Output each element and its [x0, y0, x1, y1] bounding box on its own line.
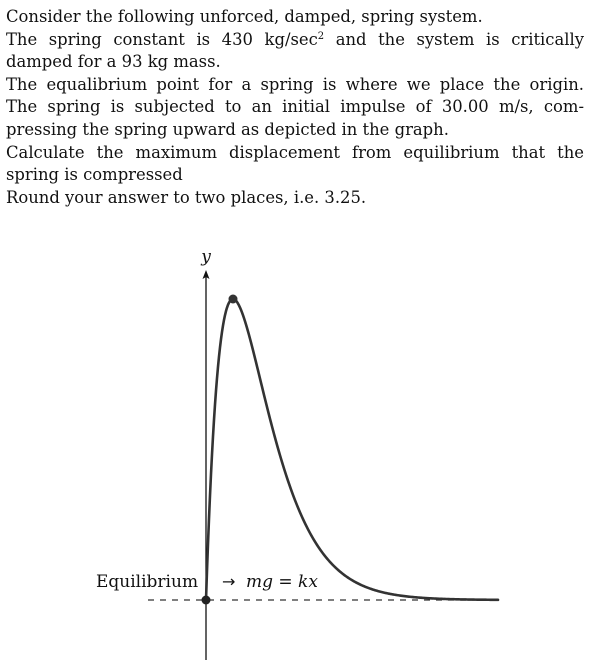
exponent: 2 [317, 30, 325, 42]
equilibrium-equation: mg = kx [246, 572, 318, 592]
maximum-point [228, 294, 238, 304]
critically-damped-text: and the system is critically [324, 29, 584, 49]
problem-line-9: Round your answer to two places, i.e. 3.… [6, 187, 367, 207]
displacement-curve [204, 297, 500, 602]
origin-point [201, 595, 211, 605]
right-arrow-icon: → [222, 572, 235, 591]
problem-statement: Consider the following unforced, damped,… [6, 6, 584, 209]
problem-line-1: Consider the following unforced, damped,… [6, 7, 483, 26]
problem-line-3: damped for a 93 kg mass. [6, 52, 221, 72]
problem-line-8: spring is compressed [6, 165, 183, 185]
y-axis-arrowhead [202, 270, 210, 279]
problem-line-7: Calculate the maximum displacement from … [6, 142, 584, 162]
problem-line-6: pressing the spring upward as depicted i… [6, 119, 449, 139]
equilibrium-label: Equilibrium [96, 572, 198, 592]
y-axis-label: y [200, 247, 211, 267]
problem-line-2: The spring constant is 430 kg/sec2 and t… [6, 29, 584, 52]
problem-line-5: The spring is subjected to an initial im… [6, 97, 584, 117]
problem-line-4: The equalibrium point for a spring is wh… [6, 74, 584, 94]
spring-constant-text: The spring constant is 430 kg/sec [6, 29, 318, 49]
